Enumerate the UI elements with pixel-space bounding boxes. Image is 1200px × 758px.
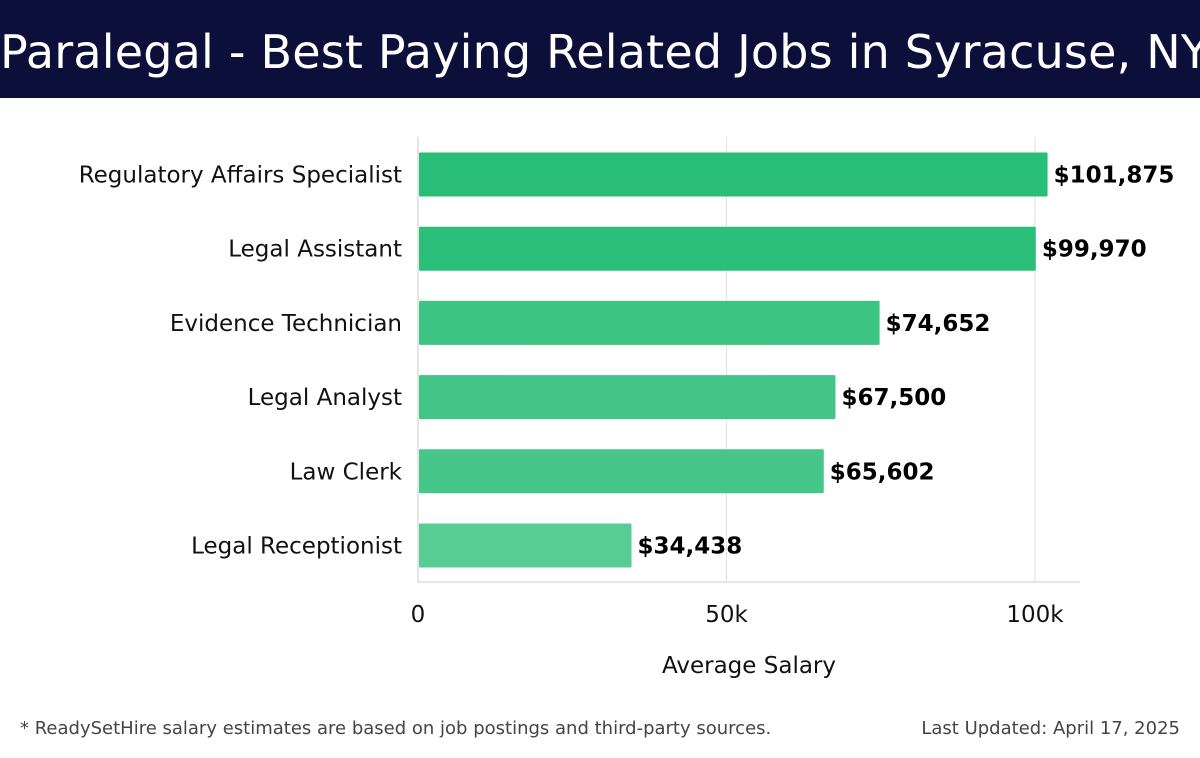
x-tick-label-0: 0 <box>411 602 426 628</box>
x-tick-label-1: 50k <box>705 602 748 628</box>
category-label-1: Legal Assistant <box>228 237 402 263</box>
data-label-0: $101,875 <box>1054 163 1175 189</box>
bar-3 <box>419 375 836 420</box>
x-tick-label-2: 100k <box>1006 602 1064 628</box>
data-label-4: $65,602 <box>830 459 935 485</box>
category-label-4: Law Clerk <box>290 459 403 485</box>
header-banner: Paralegal - Best Paying Related Jobs in … <box>0 0 1200 98</box>
bar-1 <box>419 226 1036 271</box>
category-label-2: Evidence Technician <box>170 311 402 337</box>
data-label-3: $67,500 <box>841 385 946 411</box>
footer-note: * ReadySetHire salary estimates are base… <box>20 718 772 739</box>
bar-5 <box>419 523 632 568</box>
bar-0 <box>419 152 1048 197</box>
last-updated: Last Updated: April 17, 2025 <box>921 718 1180 739</box>
x-axis-label: Average Salary <box>662 653 836 679</box>
category-label-0: Regulatory Affairs Specialist <box>79 163 402 189</box>
data-label-2: $74,652 <box>886 311 991 337</box>
page-title: Paralegal - Best Paying Related Jobs in … <box>0 25 1200 79</box>
data-label-1: $99,970 <box>1042 237 1147 263</box>
bar-2 <box>419 300 880 345</box>
bar-4 <box>419 449 824 494</box>
category-label-5: Legal Receptionist <box>191 534 402 560</box>
category-label-3: Legal Analyst <box>248 385 402 411</box>
data-label-5: $34,438 <box>637 534 742 560</box>
